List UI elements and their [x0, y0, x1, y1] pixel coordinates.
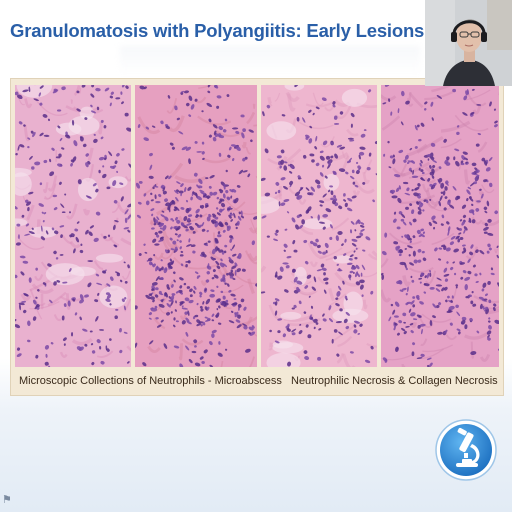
caption-microabscess: Microscopic Collections of Neutrophils -…: [19, 375, 282, 387]
slide-title: Granulomatosis with Polyangiitis: Early …: [10, 20, 425, 41]
histology-panel-1: [15, 85, 131, 367]
histology-panel-3: [261, 85, 377, 367]
caption-necrosis: Neutrophilic Necrosis & Collagen Necrosi…: [291, 375, 498, 387]
presenter-webcam: [425, 0, 512, 86]
flag-icon: ⚑: [2, 494, 12, 506]
histology-panel-4: [381, 85, 499, 367]
histology-panel-2: [135, 85, 257, 367]
microscope-icon: [434, 418, 498, 482]
histology-figure: Microscopic Collections of Neutrophils -…: [10, 78, 504, 396]
title-reflection: [120, 46, 420, 74]
